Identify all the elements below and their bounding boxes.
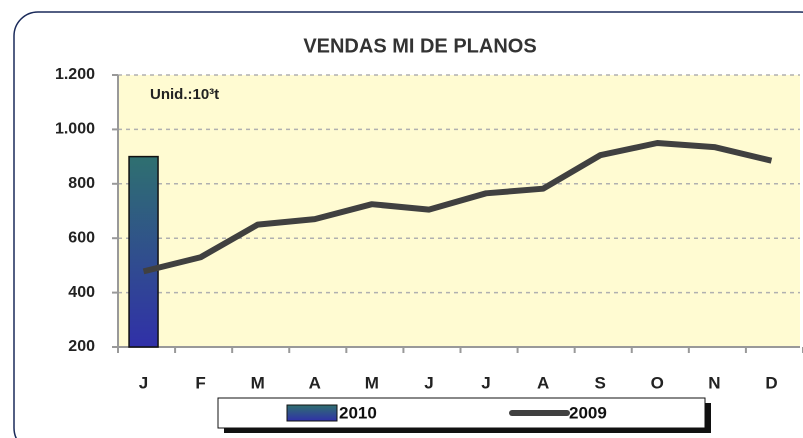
y-tick-label: 1.000 [55, 121, 95, 138]
x-tick-label: A [309, 373, 321, 392]
legend-label: 2010 [339, 403, 377, 422]
legend-label: 2009 [569, 403, 607, 422]
x-tick-label: D [765, 373, 777, 392]
unit-annotation: Unid.:10³t [150, 86, 219, 103]
bar [128, 155, 159, 348]
x-tick-label: O [651, 373, 664, 392]
chart-title: VENDAS MI DE PLANOS [303, 35, 536, 57]
plot-area [118, 75, 800, 347]
x-tick-label: J [139, 373, 148, 392]
x-tick-label: S [595, 373, 606, 392]
x-tick-label: J [424, 373, 433, 392]
line-series [142, 140, 773, 275]
y-tick-label: 400 [68, 284, 95, 301]
x-tick-label: A [537, 373, 549, 392]
y-tick-label: 1.200 [55, 66, 95, 83]
x-tick-label: F [195, 373, 205, 392]
x-tick-label: M [365, 373, 379, 392]
x-tick-label: N [708, 373, 720, 392]
legend-swatch [286, 404, 338, 422]
x-tick-label: J [481, 373, 490, 392]
x-tick-label: M [251, 373, 265, 392]
y-tick-label: 800 [68, 175, 95, 192]
y-tick-label: 200 [68, 338, 95, 355]
y-tick-label: 600 [68, 229, 95, 246]
